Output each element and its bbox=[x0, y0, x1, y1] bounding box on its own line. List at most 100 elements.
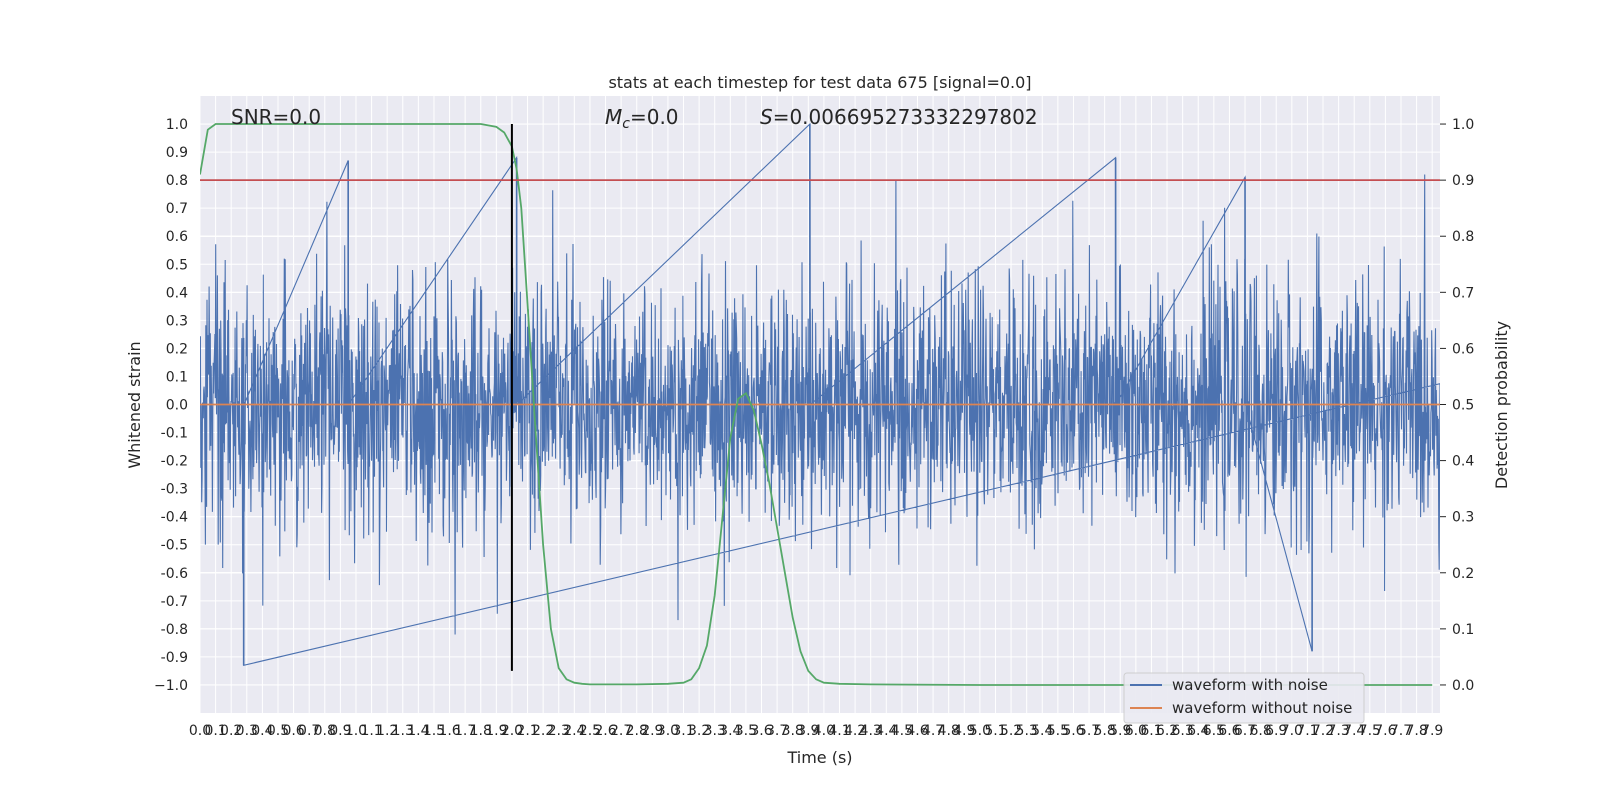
y-tick-label-left: 0.6 bbox=[166, 229, 188, 245]
legend: waveform with noise waveform without noi… bbox=[1123, 672, 1365, 724]
x-tick-label: 6.1 bbox=[1140, 723, 1162, 739]
y-tick-label-right: 1.0 bbox=[1452, 117, 1474, 133]
plot-area bbox=[200, 122, 1440, 686]
x-tick-label: 2.8 bbox=[626, 723, 648, 739]
x-tick-label: 6.5 bbox=[1203, 723, 1225, 739]
y-tick-label-right: 0.6 bbox=[1452, 341, 1474, 357]
series-waveform-with-noise bbox=[200, 122, 1440, 666]
x-tick-label: 7.7 bbox=[1390, 723, 1412, 739]
y-tick-label-right: 0.1 bbox=[1452, 622, 1474, 638]
x-tick-label: 5.5 bbox=[1047, 723, 1069, 739]
y-tick-label-right: 0.0 bbox=[1452, 678, 1474, 694]
x-tick-label: 3.7 bbox=[766, 723, 788, 739]
x-tick-label: 1.2 bbox=[376, 723, 398, 739]
x-tick-label: 3.1 bbox=[672, 723, 694, 739]
x-tick-label: 7.2 bbox=[1312, 723, 1334, 739]
y-tick-label-left: −1.0 bbox=[154, 678, 188, 694]
y-tick-label-right: 0.5 bbox=[1452, 398, 1474, 414]
y-tick-label-left: -0.7 bbox=[161, 594, 188, 610]
x-tick-label: 6.7 bbox=[1234, 723, 1256, 739]
x-tick-label: 2.2 bbox=[532, 723, 554, 739]
x-axis: 0.00.10.20.30.40.50.60.70.80.91.01.11.21… bbox=[189, 723, 1443, 739]
x-tick-label: 0.7 bbox=[298, 723, 320, 739]
y-tick-label-left: -0.9 bbox=[161, 650, 188, 666]
x-tick-label: 6.6 bbox=[1218, 723, 1240, 739]
x-tick-label: 4.1 bbox=[828, 723, 850, 739]
x-tick-label: 3.9 bbox=[797, 723, 819, 739]
x-tick-label: 1.3 bbox=[392, 723, 414, 739]
x-tick-label: 3.4 bbox=[719, 723, 741, 739]
annotation-chirp-mass: Mc=0.0 bbox=[605, 105, 679, 132]
x-tick-label: 3.3 bbox=[704, 723, 726, 739]
x-tick-label: 5.8 bbox=[1094, 723, 1116, 739]
x-tick-label: 4.4 bbox=[875, 723, 897, 739]
x-tick-label: 5.0 bbox=[969, 723, 991, 739]
x-tick-label: 4.3 bbox=[860, 723, 882, 739]
x-tick-label: 7.0 bbox=[1281, 723, 1303, 739]
detection-probability-line bbox=[200, 123, 1433, 686]
y-tick-label-left: -0.2 bbox=[161, 454, 188, 470]
y-tick-label-left: 0.8 bbox=[166, 173, 188, 189]
y-tick-label-left: 0.2 bbox=[166, 341, 188, 357]
x-tick-label: 0.3 bbox=[236, 723, 258, 739]
y-axis-left-label: Whitened strain bbox=[125, 341, 144, 468]
x-tick-label: 7.9 bbox=[1421, 723, 1443, 739]
y-tick-label-left: 0.9 bbox=[166, 145, 188, 161]
x-tick-label: 4.0 bbox=[813, 723, 835, 739]
x-tick-label: 7.4 bbox=[1343, 723, 1365, 739]
x-tick-label: 1.8 bbox=[470, 723, 492, 739]
x-tick-label: 5.7 bbox=[1078, 723, 1100, 739]
x-tick-label: 5.9 bbox=[1109, 723, 1131, 739]
x-tick-label: 7.5 bbox=[1359, 723, 1381, 739]
x-tick-label: 0.0 bbox=[189, 723, 211, 739]
y-tick-label-right: 0.9 bbox=[1452, 173, 1474, 189]
x-tick-label: 3.8 bbox=[782, 723, 804, 739]
y-tick-label-left: 0.7 bbox=[166, 201, 188, 217]
y-tick-label-left: -0.6 bbox=[161, 566, 188, 582]
x-tick-label: 2.6 bbox=[594, 723, 616, 739]
x-tick-label: 1.9 bbox=[485, 723, 507, 739]
x-tick-label: 5.3 bbox=[1016, 723, 1038, 739]
x-tick-label: 4.6 bbox=[906, 723, 928, 739]
x-axis-label: Time (s) bbox=[786, 748, 852, 767]
y-tick-label-left: 0.5 bbox=[166, 257, 188, 273]
series-lines bbox=[200, 123, 1440, 686]
x-tick-label: 3.0 bbox=[657, 723, 679, 739]
x-tick-label: 5.4 bbox=[1031, 723, 1053, 739]
x-tick-label: 7.8 bbox=[1405, 723, 1427, 739]
x-tick-label: 4.2 bbox=[844, 723, 866, 739]
x-tick-label: 2.3 bbox=[548, 723, 570, 739]
x-tick-label: 2.7 bbox=[610, 723, 632, 739]
x-tick-label: 2.0 bbox=[501, 723, 523, 739]
y-tick-label-right: 0.3 bbox=[1452, 510, 1474, 526]
y-axis-left: 1.0 0.9 0.8 0.7 0.6 0.5 0.4 0.3 0.2 0.1 0.0 -0.1 -0.… bbox=[154, 117, 188, 694]
x-tick-label: 2.9 bbox=[641, 723, 663, 739]
legend-label-without-noise: waveform without noise bbox=[1172, 699, 1352, 717]
x-tick-label: 5.6 bbox=[1062, 723, 1084, 739]
x-tick-label: 4.9 bbox=[953, 723, 975, 739]
x-tick-label: 1.0 bbox=[345, 723, 367, 739]
x-tick-label: 6.0 bbox=[1125, 723, 1147, 739]
y-tick-label-left: -0.5 bbox=[161, 538, 188, 554]
x-tick-label: 4.5 bbox=[891, 723, 913, 739]
x-tick-label: 3.6 bbox=[750, 723, 772, 739]
x-tick-label: 2.4 bbox=[563, 723, 585, 739]
legend-box bbox=[1123, 672, 1365, 724]
x-tick-label: 2.1 bbox=[516, 723, 538, 739]
y-tick-label-left: -0.4 bbox=[161, 510, 188, 526]
y-axis-right: 1.0 0.9 0.8 0.7 0.6 0.5 0.4 0.3 0.2 0.1 0.0 bbox=[1440, 117, 1474, 694]
x-tick-label: 5.1 bbox=[984, 723, 1006, 739]
y-tick-label-left: 0.3 bbox=[166, 313, 188, 329]
x-tick-label: 0.5 bbox=[267, 723, 289, 739]
x-tick-label: 3.5 bbox=[735, 723, 757, 739]
y-tick-label-right: 0.7 bbox=[1452, 285, 1474, 301]
x-tick-label: 5.2 bbox=[1000, 723, 1022, 739]
x-tick-label: 6.9 bbox=[1265, 723, 1287, 739]
x-tick-label: 0.8 bbox=[314, 723, 336, 739]
x-tick-label: 7.1 bbox=[1296, 723, 1318, 739]
x-tick-label: 0.1 bbox=[204, 723, 226, 739]
y-tick-label-left: 0.4 bbox=[166, 285, 188, 301]
x-tick-label: 1.7 bbox=[454, 723, 476, 739]
chart-title: stats at each timestep for test data 675… bbox=[608, 73, 1031, 92]
